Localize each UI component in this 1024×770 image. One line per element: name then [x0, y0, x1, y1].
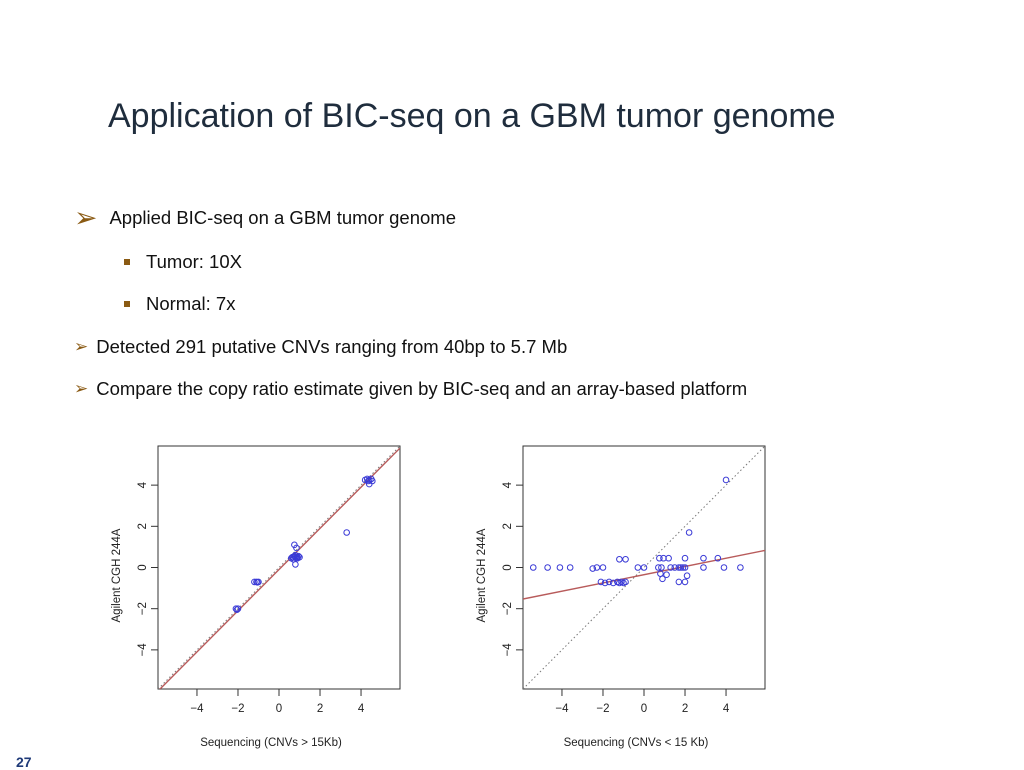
plot-frame: [522, 445, 766, 690]
x-tick-label: −4: [555, 703, 569, 715]
scatter-plot-large-cnvs: −4 −2 0 2 4 −4 −2 0 2 4 Sequencing (CNVs > 15Kb) Ag…: [111, 445, 401, 749]
data-point: [722, 476, 730, 484]
data-point: [566, 564, 574, 571]
y-tick-label: 0: [502, 564, 514, 570]
data-point: [656, 554, 663, 562]
data-point: [556, 564, 564, 571]
y-tick-label: 0: [137, 564, 149, 570]
arrow-bullet-icon: ➢: [74, 202, 98, 233]
data-point: [655, 564, 662, 571]
bullet-text: Compare the copy ratio estimate given by…: [96, 378, 748, 399]
data-point: [232, 605, 240, 612]
sub-bullet-2: Normal: 7x: [124, 293, 235, 315]
x-tick-label: 2: [317, 703, 323, 715]
data-point: [601, 579, 609, 587]
data-point: [251, 578, 258, 586]
scatter-plot-small-cnvs: −4 −2 0 2 4 −4 −2 0 2 4 Sequencing (CNVs < 15 Kb) A…: [476, 445, 766, 749]
y-tick-label: 2: [137, 523, 149, 529]
data-point: [681, 578, 689, 586]
square-bullet-icon: [124, 259, 130, 265]
bullet-text: Tumor: 10X: [146, 251, 242, 272]
bullet-2: ➢ Detected 291 putative CNVs ranging fro…: [74, 336, 567, 358]
y-tick-label: 4: [137, 481, 149, 488]
data-point: [685, 529, 693, 536]
x-tick-label: 0: [276, 703, 282, 715]
arrow-bullet-icon: ➢: [74, 337, 89, 356]
bullet-text: Applied BIC-seq on a GBM tumor genome: [109, 207, 457, 228]
bullet-3: ➢ Compare the copy ratio estimate given …: [74, 378, 747, 400]
square-bullet-icon: [124, 301, 130, 307]
data-point: [294, 554, 301, 562]
x-tick-label: 4: [358, 703, 365, 715]
data-point: [663, 571, 670, 579]
x-tick-label: −2: [231, 703, 244, 715]
page-number: 27: [16, 754, 32, 770]
data-point: [700, 554, 707, 562]
data-point: [667, 564, 674, 571]
data-point: [616, 555, 623, 563]
data-point: [640, 564, 648, 571]
bullet-1: ➢ Applied BIC-seq on a GBM tumor genome: [74, 204, 456, 232]
data-point: [658, 564, 665, 571]
data-point: [343, 529, 350, 536]
data-point: [681, 554, 689, 562]
data-point: [597, 578, 605, 586]
data-point: [605, 578, 613, 586]
y-tick-label: −2: [502, 602, 514, 615]
bullet-text: Normal: 7x: [146, 293, 236, 314]
data-point: [671, 564, 679, 571]
y-axis-label: Agilent CGH 244A: [476, 528, 488, 622]
data-point: [737, 564, 744, 571]
y-tick-label: 2: [502, 523, 514, 529]
data-point: [700, 564, 707, 571]
data-point: [683, 572, 691, 580]
bullet-text: Detected 291 putative CNVs ranging from …: [96, 336, 568, 357]
data-point: [529, 564, 537, 571]
x-axis-label: Sequencing (CNVs < 15 Kb): [564, 737, 709, 749]
reference-line: [158, 446, 400, 689]
data-point: [290, 553, 297, 561]
sub-bullet-1: Tumor: 10X: [124, 251, 242, 273]
data-point: [593, 564, 601, 571]
y-tick-label: −4: [502, 643, 514, 657]
data-point: [634, 564, 642, 571]
data-point: [720, 564, 728, 571]
x-tick-label: −4: [190, 703, 204, 715]
data-point: [293, 544, 300, 552]
data-point: [622, 578, 629, 586]
data-point: [544, 564, 551, 571]
x-tick-label: 0: [641, 703, 647, 715]
data-point: [679, 564, 687, 571]
fit-line: [523, 549, 765, 600]
data-point: [609, 579, 617, 587]
data-point: [255, 578, 262, 586]
data-point: [589, 565, 597, 572]
slide-title: Application of BIC-seq on a GBM tumor ge…: [108, 97, 836, 135]
x-tick-label: 2: [682, 703, 688, 715]
data-point: [599, 564, 607, 571]
reference-line: [523, 446, 765, 689]
y-tick-label: −4: [137, 643, 149, 657]
y-tick-label: −2: [137, 602, 149, 615]
data-point: [659, 575, 666, 583]
y-tick-label: 4: [502, 481, 514, 488]
data-point: [714, 554, 722, 562]
data-point: [677, 564, 685, 571]
data-point: [681, 564, 689, 571]
arrow-bullet-icon: ➢: [74, 379, 89, 398]
data-point: [365, 480, 373, 488]
data-point: [675, 578, 683, 586]
data-point: [234, 605, 242, 612]
data-point: [622, 555, 629, 563]
fit-line: [159, 447, 400, 689]
data-point: [233, 606, 241, 614]
y-axis-label: Agilent CGH 244A: [111, 528, 123, 622]
x-axis-label: Sequencing (CNVs > 15Kb): [200, 737, 342, 749]
x-tick-label: 4: [723, 703, 730, 715]
data-point: [675, 564, 683, 571]
data-point: [292, 561, 299, 568]
data-point: [665, 554, 672, 562]
x-tick-label: −2: [596, 703, 609, 715]
